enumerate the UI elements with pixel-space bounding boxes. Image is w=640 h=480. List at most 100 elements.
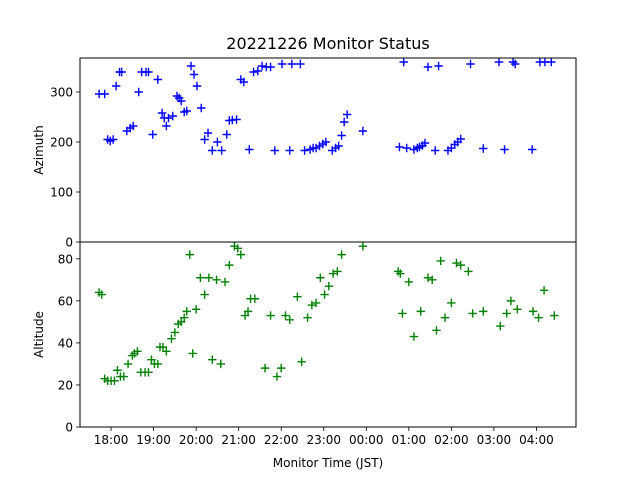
x-tick-label: 21:00 [221,433,256,447]
data-point [134,87,143,97]
data-point [260,363,270,373]
y-tick-label: 80 [58,252,73,266]
data-point [337,250,346,259]
data-point [307,300,317,310]
y-axis-label: Altitude [32,311,46,358]
data-point [452,258,461,268]
data-point [167,334,176,343]
data-point [266,62,275,72]
data-point [113,366,122,375]
data-point [153,75,163,84]
data-point [153,359,163,369]
chart-title: 20221226 Monitor Status [226,34,429,53]
data-point [157,108,167,118]
altitude-panel: 0 20 40 60 80 Altitude 18:00 19:00 20:00 21:00 22:… [32,241,577,447]
data-point [110,376,119,385]
data-point [119,372,129,381]
x-tick-label: 19:00 [136,433,171,447]
data-point [466,59,475,69]
data-point [128,121,138,131]
y-tick-label: 0 [65,421,73,435]
data-point [513,305,522,314]
data-point [324,281,334,291]
data-point [527,145,537,154]
data-point [409,332,419,341]
data-point [243,307,253,316]
data-point [144,67,153,77]
data-point [311,298,321,308]
data-point [399,57,408,67]
y-tick-label: 0 [65,236,73,250]
data-point [216,359,226,369]
x-tick-label: 01:00 [392,433,427,447]
data-point [496,321,505,331]
data-point [170,328,180,337]
data-point [168,111,177,121]
data-point [393,267,403,276]
data-point [162,347,171,356]
data-point [277,59,287,69]
x-tick-label: 22:00 [264,433,299,447]
data-point [423,273,433,282]
data-point [430,146,440,155]
data-point [440,313,450,322]
data-point [197,103,206,113]
data-point [321,137,331,147]
data-point [133,347,142,356]
data-point [144,368,153,377]
data-point [192,81,202,91]
data-point [423,62,433,72]
data-point [316,273,325,282]
data-point [200,135,209,144]
data-point [128,351,137,360]
y-axis-label: Azimuth [32,125,46,174]
data-point [257,61,267,71]
data-point [232,115,241,124]
data-point [528,307,538,316]
data-point [191,305,201,314]
data-point [398,309,407,318]
data-point [117,67,126,77]
data-point [272,372,282,381]
data-point [266,311,275,320]
data-point [339,117,349,127]
data-point [416,307,425,316]
data-point [245,145,254,154]
data-point [233,244,243,253]
data-point [186,61,196,71]
data-point [479,144,488,153]
data-point [534,313,543,322]
data-point [303,313,312,322]
data-point [225,260,234,270]
data-point [508,57,518,67]
data-point [293,292,302,301]
x-tick-label: 20:00 [179,433,214,447]
data-point [270,146,280,155]
x-tick-label: 23:00 [306,433,341,447]
data-point [428,275,437,285]
data-point [208,146,217,155]
data-point [287,59,297,69]
data-point [147,355,156,364]
x-axis-label: Monitor Time (JST) [273,456,383,470]
data-point [342,110,352,119]
y-tick-label: 20 [58,378,73,392]
data-point [434,61,443,71]
data-point [249,67,258,77]
data-point [277,363,286,373]
data-point [285,146,294,155]
plot-frame [79,241,577,428]
data-point [239,77,248,87]
data-point [217,146,226,155]
data-point [539,286,549,295]
data-point [296,59,305,69]
data-point [436,256,445,266]
data-point [189,70,199,79]
data-point [320,290,329,299]
data-point [328,269,338,278]
x-tick-label: 00:00 [349,433,384,447]
data-point [172,91,182,101]
data-point [240,311,250,320]
data-point [185,250,194,259]
